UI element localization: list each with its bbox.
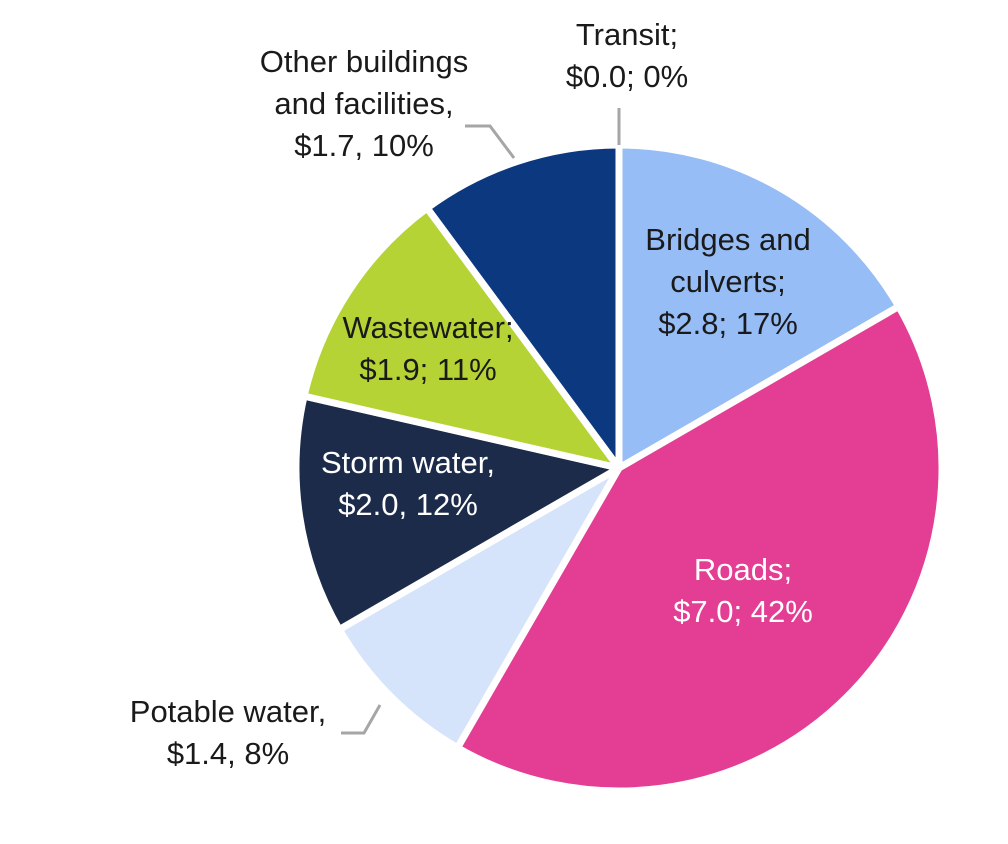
data-label-line: $1.9; 11% xyxy=(359,352,496,387)
data-label-line: $0.0; 0% xyxy=(566,59,688,94)
pie-slice-storm-water xyxy=(292,392,623,633)
leader-line-other-buildings xyxy=(465,124,516,159)
data-label-line: Wastewater; xyxy=(342,310,513,345)
data-label-line: $2.0, 12% xyxy=(338,487,478,522)
data-label-line: Other buildings xyxy=(260,44,469,79)
data-label-line: culverts; xyxy=(670,264,785,299)
pie-slice-bridges-and xyxy=(615,141,903,472)
data-label-line: $1.4, 8% xyxy=(167,736,289,771)
data-label-storm-water: Storm water, $2.0, 12% xyxy=(321,445,495,522)
leader-lines-layer xyxy=(341,108,621,735)
data-label-bridges-and: Bridges and culverts; $2.8; 17% xyxy=(645,222,810,341)
pie-slice-other-buildings xyxy=(423,141,623,472)
data-label-line: $1.7, 10% xyxy=(294,128,434,163)
data-label-transit: Transit; $0.0; 0% xyxy=(566,17,688,94)
pie-slice-wastewater xyxy=(300,204,623,472)
data-label-other-buildings: Other buildings and facilities, $1.7, 10% xyxy=(260,44,469,163)
pie-slice-potable-water xyxy=(335,464,623,752)
leader-line-potable-water xyxy=(341,704,382,735)
data-label-line: $2.8; 17% xyxy=(658,306,798,341)
data-label-line: Transit; xyxy=(576,17,678,52)
data-label-line: and facilities, xyxy=(274,86,453,121)
data-label-line: Bridges and xyxy=(645,222,810,257)
data-label-line: Potable water, xyxy=(130,694,326,729)
pie-slice-roads xyxy=(454,303,946,795)
labels-layer: Transit; $0.0; 0% Bridges and culverts; $2.8… xyxy=(130,17,813,771)
data-label-potable-water: Potable water, $1.4, 8% xyxy=(130,694,326,771)
data-label-roads: Roads; $7.0; 42% xyxy=(673,552,813,629)
data-label-wastewater: Wastewater; $1.9; 11% xyxy=(342,310,513,387)
slices-layer xyxy=(292,141,946,795)
data-label-line: $7.0; 42% xyxy=(673,594,813,629)
data-label-line: Storm water, xyxy=(321,445,495,480)
data-label-line: Roads; xyxy=(694,552,792,587)
